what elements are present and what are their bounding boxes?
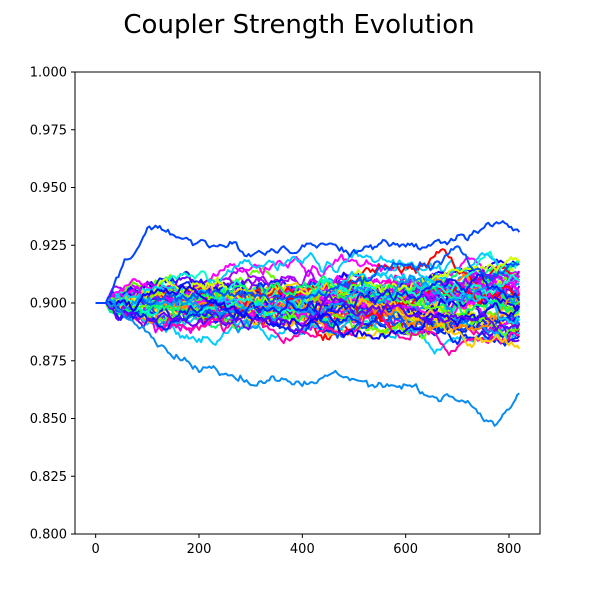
series-line-63 xyxy=(95,293,521,333)
y-tick-label: 1.000 xyxy=(30,66,67,81)
y-tick-label: 0.800 xyxy=(30,528,67,543)
series-line-61 xyxy=(95,273,521,331)
x-tick-label: 200 xyxy=(187,542,212,557)
y-tick-label: 0.925 xyxy=(30,239,67,254)
series-line-56 xyxy=(95,275,521,319)
y-tick-label: 0.875 xyxy=(30,354,67,369)
y-tick-label: 0.950 xyxy=(30,181,67,196)
series-line-54 xyxy=(95,256,520,308)
series-line-48 xyxy=(95,273,520,320)
x-tick-label: 800 xyxy=(497,542,522,557)
y-tick-label: 0.975 xyxy=(30,123,67,138)
series-line-50 xyxy=(95,300,520,356)
series-line-65 xyxy=(95,220,521,304)
series-layer xyxy=(95,220,521,427)
x-tick-label: 400 xyxy=(290,542,315,557)
chart-title: Coupler Strength Evolution xyxy=(123,10,474,40)
series-line-64 xyxy=(95,301,520,427)
y-tick-label: 0.825 xyxy=(30,470,67,485)
y-tick-label: 0.900 xyxy=(30,297,67,312)
y-tick-label: 0.850 xyxy=(30,412,67,427)
x-tick-label: 600 xyxy=(393,542,418,557)
series-line-58 xyxy=(95,270,521,325)
x-axis: 0 200 400 600 800 xyxy=(92,534,522,557)
y-axis: 0.800 0.825 0.850 0.875 0.900 0.925 0.950 0.975… xyxy=(30,66,75,543)
series-line-62 xyxy=(95,284,521,340)
x-tick-label: 0 xyxy=(92,542,100,557)
series-line-60 xyxy=(95,245,520,319)
